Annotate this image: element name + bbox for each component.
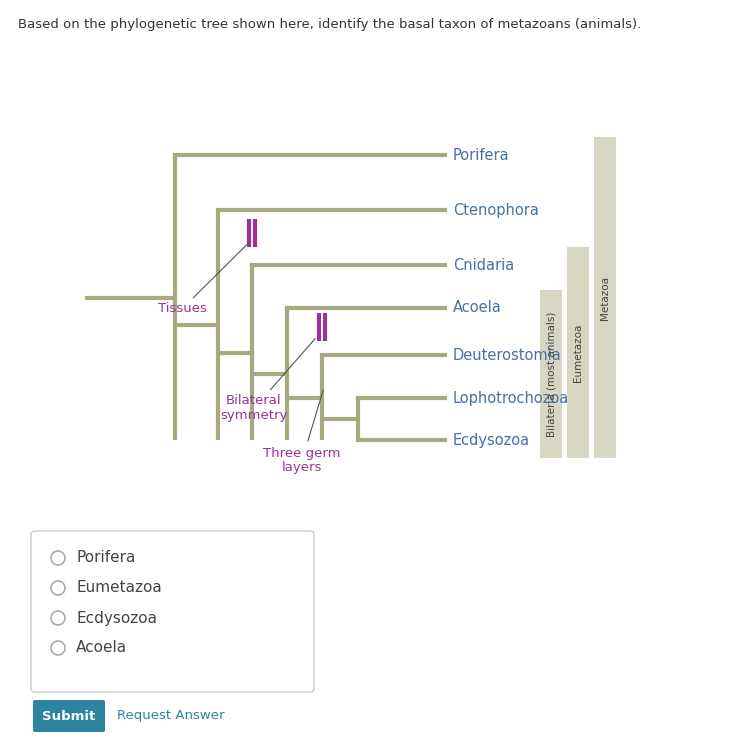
Text: Lophotrochozoa: Lophotrochozoa — [453, 391, 569, 405]
Text: Bilateria (most animals): Bilateria (most animals) — [546, 311, 556, 437]
FancyBboxPatch shape — [31, 531, 314, 692]
Text: Based on the phylogenetic tree shown here, identify the basal taxon of metazoans: Based on the phylogenetic tree shown her… — [18, 18, 641, 31]
Text: Deuterostomia: Deuterostomia — [453, 347, 562, 362]
Text: Eumetazoa: Eumetazoa — [76, 580, 162, 595]
Text: Acoela: Acoela — [453, 301, 502, 315]
Text: Request Answer: Request Answer — [117, 710, 224, 722]
Text: Submit: Submit — [42, 710, 96, 722]
Text: Three germ
layers: Three germ layers — [263, 390, 341, 475]
Text: Bilateral
symmetry: Bilateral symmetry — [221, 339, 315, 423]
Text: Cnidaria: Cnidaria — [453, 257, 514, 272]
Text: Acoela: Acoela — [76, 641, 127, 655]
Text: Porifera: Porifera — [453, 147, 510, 162]
Text: Ecdysozoa: Ecdysozoa — [453, 432, 530, 447]
Bar — [567, 247, 589, 458]
Text: Ecdysozoa: Ecdysozoa — [76, 611, 157, 626]
Text: Tissues: Tissues — [157, 245, 247, 315]
Bar — [540, 290, 562, 458]
Text: Metazoa: Metazoa — [600, 275, 610, 319]
Text: Eumetazoa: Eumetazoa — [573, 324, 583, 382]
Bar — [594, 137, 616, 458]
Text: Ctenophora: Ctenophora — [453, 202, 539, 217]
FancyBboxPatch shape — [33, 700, 105, 732]
Text: Porifera: Porifera — [76, 551, 135, 565]
